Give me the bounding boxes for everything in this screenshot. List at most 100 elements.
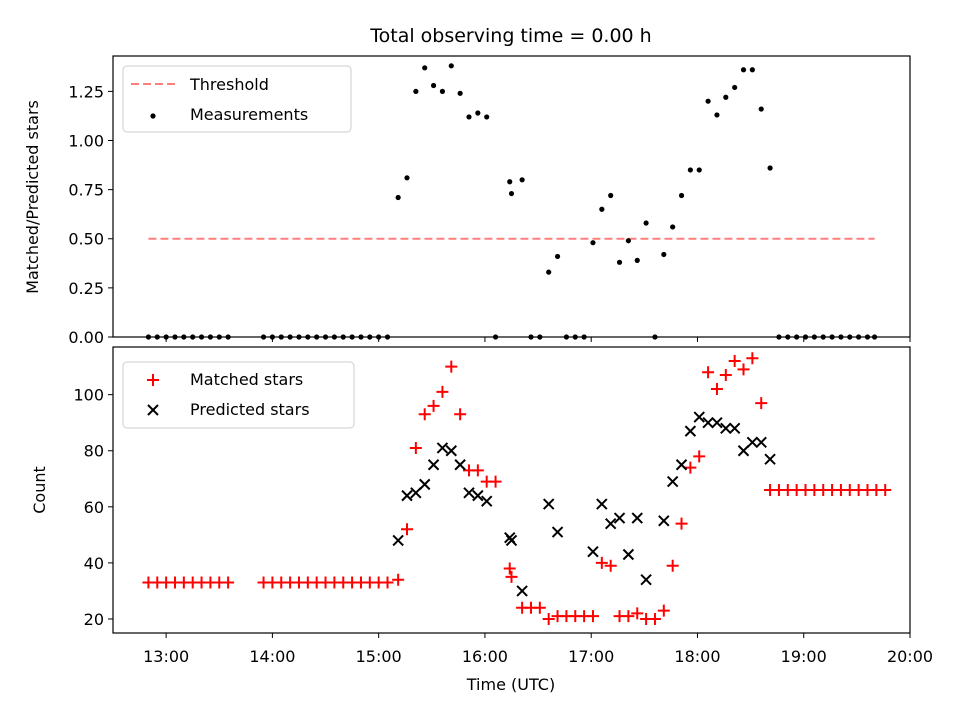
predicted-star-point: [675, 459, 688, 471]
matched-star-point: [586, 610, 599, 623]
predicted-star-point: [427, 459, 440, 471]
measurement-point: [395, 194, 401, 201]
matched-star-point: [666, 559, 679, 572]
matched-star-point: [401, 523, 414, 536]
measurement-point: [643, 220, 649, 226]
predicted-star-point: [604, 517, 617, 530]
measurement-point: [625, 238, 631, 244]
bottom-plot-y-ticks: 20 40 60 80 100: [73, 386, 113, 629]
top-plot-y-axis-label: Matched/Predicted stars: [23, 100, 42, 294]
predicted-star-point: [666, 475, 679, 488]
top-plot-legend: Threshold Measurements: [122, 65, 352, 133]
x-tick-label: 19:00: [781, 647, 827, 666]
matched-star-point: [436, 385, 449, 398]
matched-star-point: [454, 408, 467, 421]
legend-matched-label: Matched stars: [190, 370, 303, 389]
legend-matched-swatch: [147, 374, 159, 386]
matched-star-point: [381, 576, 394, 589]
measurement-point: [661, 251, 667, 258]
matched-star-point: [746, 352, 759, 365]
legend-predicted-swatch: [147, 404, 159, 416]
predicted-star-point: [746, 436, 759, 449]
matched-star-point: [710, 383, 723, 396]
matched-star-point: [737, 363, 750, 376]
measurement-point: [457, 90, 463, 96]
x-tick-label: 20:00: [887, 647, 933, 666]
measurement-point: [590, 240, 596, 246]
predicted-star-point: [401, 489, 413, 502]
matched-star-point: [693, 450, 706, 463]
y-tick-label: 1.25: [68, 82, 104, 101]
legend-measurements-label: Measurements: [190, 105, 308, 124]
measurement-point: [634, 257, 640, 263]
matched-star-point: [392, 573, 405, 586]
x-tick-label: 16:00: [462, 647, 508, 666]
matched-star-point: [675, 517, 688, 530]
predicted-star-point: [505, 534, 518, 547]
matched-star-point: [728, 355, 741, 368]
measurement-point: [430, 82, 437, 89]
y-tick-label: 0.25: [68, 279, 104, 298]
y-tick-label: 0.75: [68, 181, 104, 200]
measurement-point: [546, 269, 552, 275]
matched-star-point: [542, 612, 555, 625]
matched-star-point: [702, 366, 715, 379]
measurement-point: [554, 253, 561, 260]
measurement-point: [758, 106, 764, 112]
y-tick-label: 40: [84, 554, 104, 573]
measurement-point: [404, 175, 410, 181]
predicted-star-point: [419, 478, 431, 491]
bottom-plot-legend: Matched stars Predicted stars: [122, 361, 355, 429]
measurement-point: [740, 67, 747, 73]
predicted-star-point: [542, 498, 555, 510]
measurement-point: [670, 224, 676, 230]
measurement-point: [616, 259, 623, 265]
x-tick-label: 18:00: [674, 647, 720, 666]
matched-star-point: [631, 607, 644, 620]
matched-star-point: [684, 461, 697, 474]
matched-star-point: [503, 562, 516, 575]
predicted-star-point: [728, 422, 741, 435]
matched-star-point: [445, 360, 458, 373]
predicted-star-point: [454, 459, 466, 471]
predicted-star-point: [516, 585, 528, 597]
measurement-point: [466, 114, 472, 120]
predicted-star-point: [463, 487, 475, 499]
matched-star-point: [489, 475, 502, 488]
y-tick-label: 80: [84, 442, 104, 461]
x-tick-label: 13:00: [143, 647, 189, 666]
bottom-plot-x-axis-label: Time (UTC): [466, 675, 555, 694]
legend-predicted-label: Predicted stars: [190, 400, 310, 419]
measurement-point: [484, 114, 490, 120]
matched-star-point: [409, 441, 422, 454]
measurement-point: [608, 192, 614, 199]
predicted-star-point: [640, 574, 652, 586]
top-plot-x-ticks: [165, 337, 911, 342]
measurement-point: [439, 88, 446, 94]
bottom-plot-marks: [142, 352, 892, 625]
predicted-star-point: [702, 416, 714, 429]
matched-star-point: [533, 601, 546, 614]
matched-star-point: [657, 604, 670, 617]
measurement-point: [519, 177, 525, 183]
matched-star-point: [719, 369, 732, 382]
predicted-star-point: [410, 487, 422, 499]
measurement-point: [696, 167, 702, 173]
bottom-plot-y-axis-label: Count: [30, 466, 49, 514]
matched-star-point: [879, 484, 892, 496]
predicted-star-point: [480, 495, 493, 507]
predicted-star-point: [737, 445, 750, 457]
bottom-plot-frame: [112, 346, 911, 634]
predicted-star-point: [392, 534, 404, 547]
matched-star-point: [222, 576, 235, 589]
predicted-star-point: [764, 453, 776, 465]
predicted-star-point: [613, 512, 626, 524]
measurement-point: [507, 179, 513, 185]
predicted-star-point: [551, 526, 564, 538]
bottom-legend-box: [122, 361, 355, 429]
top-plot-frame: [112, 55, 911, 338]
measurement-point: [767, 165, 773, 171]
predicted-star-point: [755, 436, 767, 449]
measurement-point: [448, 63, 454, 69]
